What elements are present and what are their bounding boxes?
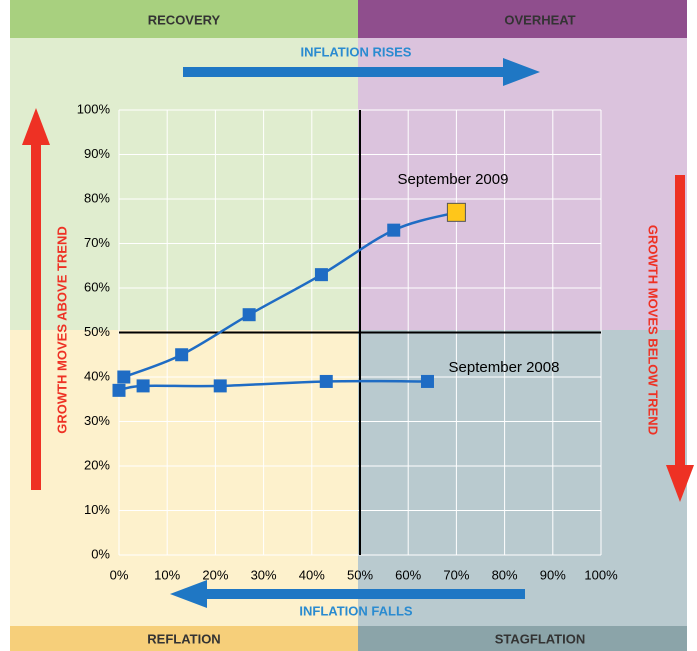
direction-label: INFLATION RISES [301, 44, 412, 59]
data-point [136, 379, 150, 393]
x-tick-label: 50% [347, 567, 373, 582]
data-point [112, 383, 126, 397]
x-tick-label: 40% [299, 567, 325, 582]
data-point [319, 374, 333, 388]
y-tick-label: 50% [84, 324, 110, 339]
background [10, 0, 687, 651]
data-point [117, 370, 131, 384]
y-tick-label: 60% [84, 279, 110, 294]
arrows [22, 58, 694, 608]
direction-label: GROWTH MOVES ABOVE TREND [54, 226, 69, 434]
y-tick-label: 10% [84, 502, 110, 517]
data-point [387, 223, 401, 237]
x-tick-label: 20% [202, 567, 228, 582]
quadrant-label: REFLATION [147, 631, 220, 646]
direction-label: INFLATION FALLS [299, 603, 412, 618]
y-tick-label: 80% [84, 190, 110, 205]
data-point [420, 374, 434, 388]
y-tick-label: 30% [84, 413, 110, 428]
x-tick-label: 80% [492, 567, 518, 582]
x-tick-label: 0% [110, 567, 129, 582]
quadrant-label: RECOVERY [148, 12, 221, 27]
x-tick-label: 70% [443, 567, 469, 582]
data-point [175, 348, 189, 362]
x-tick-label: 60% [395, 567, 421, 582]
y-tick-label: 20% [84, 457, 110, 472]
x-tick-label: 100% [584, 567, 618, 582]
plot: 0% 10% 20% 30% 40% 50% 60% 70% 80% 90% 100% 0% 10% 20… [77, 101, 618, 582]
y-tick-label: 100% [77, 101, 111, 116]
x-tick-label: 10% [154, 567, 180, 582]
data-point [213, 379, 227, 393]
direction-label: GROWTH MOVES BELOW TREND [646, 225, 661, 435]
y-tick-label: 40% [84, 368, 110, 383]
annotation: September 2008 [449, 359, 560, 376]
y-tick-label: 90% [84, 146, 110, 161]
quadrant-label: STAGFLATION [495, 631, 586, 646]
data-point [314, 268, 328, 282]
data-point [446, 202, 466, 222]
x-tick-label: 90% [540, 567, 566, 582]
x-tick-label: 30% [251, 567, 277, 582]
y-tick-label: 70% [84, 235, 110, 250]
data-point [242, 308, 256, 322]
annotation: September 2009 [398, 171, 509, 188]
y-tick-label: 0% [91, 546, 110, 561]
quadrant-label: OVERHEAT [504, 12, 575, 27]
